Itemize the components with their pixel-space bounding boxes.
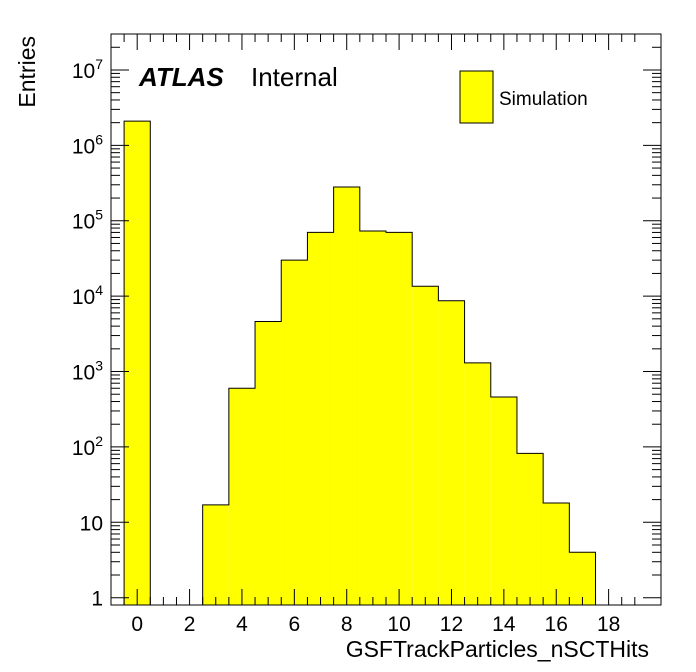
x-tick-labels: 0 2 4 6 8 10 12 14 16 18 [131,613,620,636]
y-tick-label: 104 [72,282,103,309]
histogram-bar [569,552,596,605]
histogram-bar [464,362,491,605]
y-axis-title: Entries [14,36,40,108]
major-ticks [111,34,661,605]
histogram-bar [228,388,256,605]
histogram-bar [333,187,360,605]
y-tick-label: 105 [72,207,103,234]
x-tick-label: 8 [341,613,353,636]
histogram-bar [124,121,151,605]
minor-ticks [110,33,661,605]
histogram-bar [543,503,570,605]
histogram-bar [386,232,413,605]
legend: Simulation [459,70,588,124]
x-tick-label: 6 [288,613,300,636]
legend-swatch [459,70,494,124]
histogram-bar [281,260,308,605]
x-tick-label: 14 [492,613,516,636]
histogram-bar [438,300,465,605]
y-tick-label: 103 [72,358,103,385]
x-axis-title: GSFTrackParticles_nSCTHits [346,636,649,662]
y-tick-label: 107 [72,56,103,83]
histogram-bar [359,231,386,605]
y-tick-labels: 1 10 102 103 104 105 106 107 [72,56,103,611]
y-tick-label: 106 [72,131,103,158]
histogram-bar [255,321,282,605]
y-tick-label: 10 [80,512,103,535]
y-tick-label: 1 [91,588,103,611]
x-tick-label: 2 [184,613,196,636]
internal-label: Internal [251,62,338,92]
x-tick-label: 0 [131,613,143,636]
histogram-bar [516,453,544,605]
histogram-bar [307,232,334,605]
histogram-outline [123,120,597,606]
y-tick-label: 102 [72,433,103,460]
histogram-bars [123,120,597,606]
histogram-bar [202,504,229,605]
x-tick-label: 4 [236,613,248,636]
x-tick-label: 10 [387,613,410,636]
histogram-bar [412,286,439,605]
plot-frame [110,33,662,606]
x-tick-label: 16 [545,613,568,636]
x-tick-label: 12 [440,613,463,636]
x-tick-label: 18 [597,613,620,636]
legend-label: Simulation [499,89,588,110]
atlas-label: ATLAS [138,62,224,92]
histogram-bar [490,396,517,605]
